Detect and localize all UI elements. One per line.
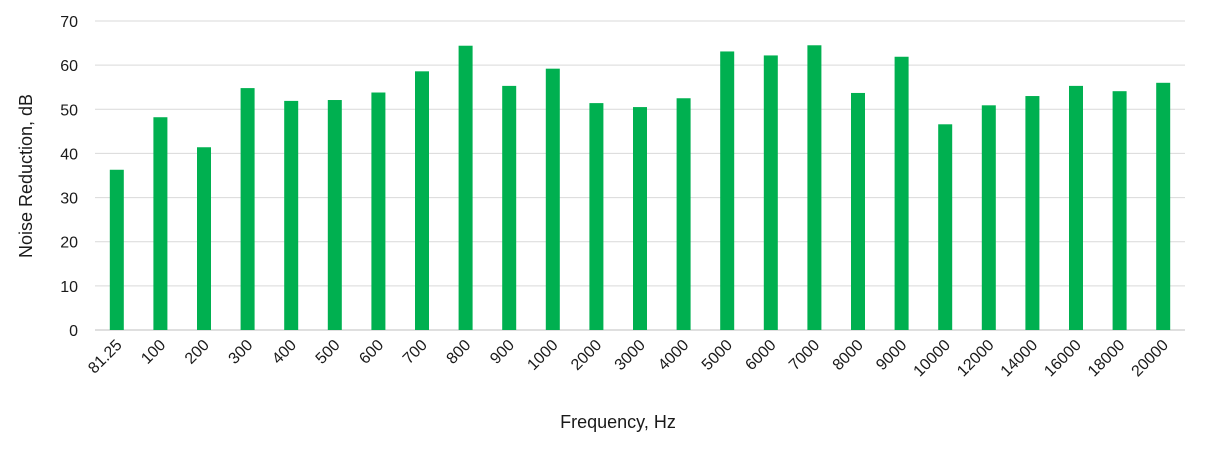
bar-81.25 (109, 169, 124, 330)
y-tick-label: 30 (60, 191, 78, 208)
x-tick-label: 800 (444, 337, 475, 368)
x-tick-label: 9000 (873, 337, 910, 374)
bar-5000 (720, 51, 735, 331)
x-axis-ticks: 81.25 100 200 300 400 500 600 700 800 900 1000 2000… (85, 337, 1172, 381)
bar-900 (502, 85, 517, 330)
bar-2000 (589, 103, 604, 330)
y-tick-label: 20 (60, 235, 78, 252)
bar-8000 (851, 92, 865, 331)
x-tick-label: 1000 (524, 337, 561, 374)
bar-800 (458, 45, 473, 330)
y-tick-label: 50 (60, 102, 78, 119)
x-tick-label: 5000 (699, 337, 736, 374)
bar-9000 (894, 56, 909, 331)
x-tick-label: 500 (313, 337, 344, 368)
bars (109, 45, 1171, 331)
bar-14000 (1025, 96, 1040, 331)
x-tick-label: 900 (487, 337, 518, 368)
x-tick-label: 8000 (830, 337, 867, 374)
bar-7000 (807, 45, 822, 331)
bar-18000 (1112, 91, 1127, 331)
y-tick-label: 60 (60, 58, 78, 75)
x-tick-label: 12000 (954, 337, 998, 381)
y-tick-label: 10 (60, 279, 78, 296)
bar-600 (371, 92, 386, 330)
y-axis-title: Noise Reduction, dB (16, 94, 36, 258)
bar-6000 (763, 55, 778, 330)
bar-16000 (1069, 85, 1083, 330)
x-axis-title: Frequency, Hz (560, 412, 676, 432)
y-tick-label: 0 (69, 323, 78, 340)
x-tick-label: 400 (269, 337, 300, 368)
bar-400 (284, 100, 299, 330)
bar-10000 (938, 124, 953, 331)
x-tick-label: 14000 (998, 337, 1042, 381)
bar-1000 (545, 68, 560, 330)
bar-200 (197, 147, 211, 330)
x-tick-label: 4000 (655, 337, 692, 374)
x-tick-label: 81.25 (85, 337, 125, 377)
bar-300 (240, 88, 255, 331)
x-tick-label: 2000 (568, 337, 605, 374)
y-tick-label: 70 (60, 14, 78, 31)
x-tick-label: 7000 (786, 337, 823, 374)
x-tick-label: 700 (400, 337, 431, 368)
x-tick-label: 10000 (911, 337, 955, 381)
x-tick-label: 200 (182, 337, 213, 368)
bar-100 (153, 117, 168, 330)
x-tick-label: 20000 (1129, 337, 1173, 381)
bar-4000 (676, 98, 691, 330)
bar-20000 (1156, 82, 1171, 330)
x-tick-label: 600 (356, 337, 387, 368)
y-axis-ticks: 0 10 20 30 40 50 60 70 (60, 14, 78, 340)
bar-500 (327, 100, 342, 330)
y-tick-label: 40 (60, 146, 78, 163)
x-tick-label: 100 (138, 337, 169, 368)
bar-700 (415, 71, 429, 330)
bar-3000 (633, 107, 647, 330)
bar-12000 (981, 105, 996, 330)
x-tick-label: 16000 (1041, 337, 1085, 381)
x-tick-label: 3000 (612, 337, 649, 374)
x-tick-label: 6000 (742, 337, 779, 374)
x-tick-label: 18000 (1085, 337, 1129, 381)
x-tick-label: 300 (226, 337, 257, 368)
